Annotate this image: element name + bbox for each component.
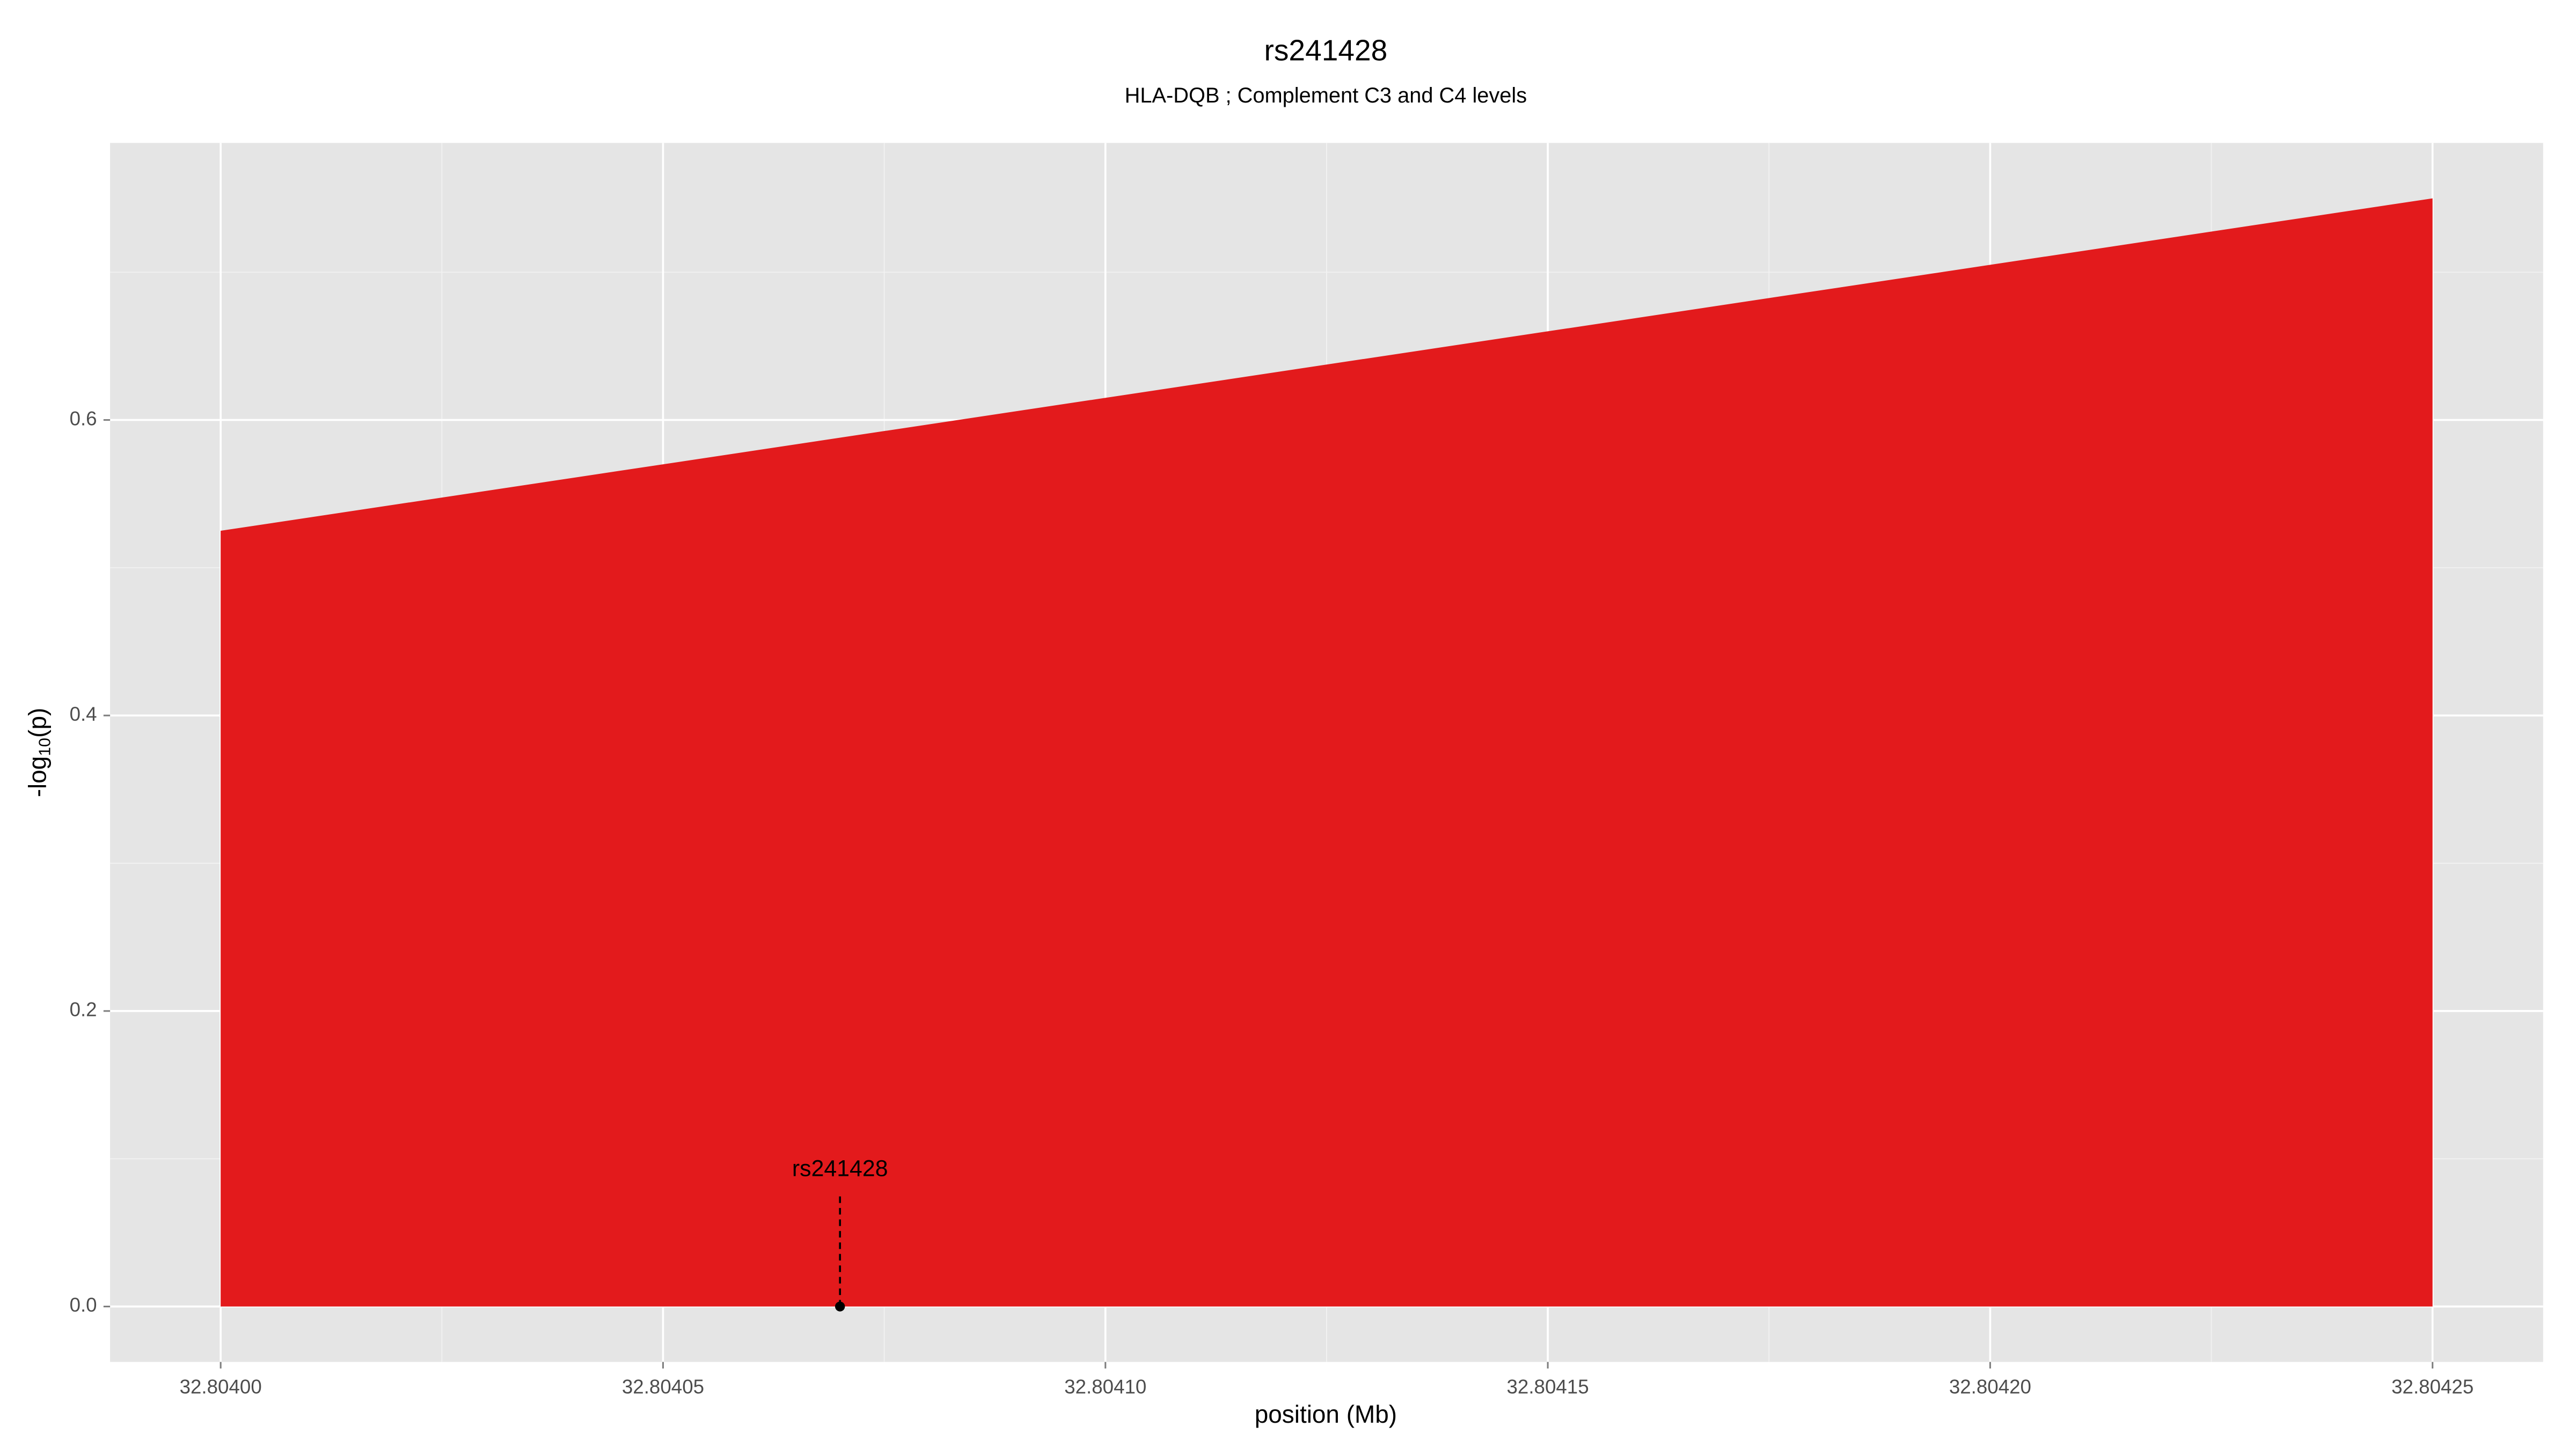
x-tick-label: 32.80410 [1064,1375,1146,1397]
area [221,198,2433,1307]
y-tick-label: 0.2 [70,999,97,1021]
y-axis-title: -log10(p) [24,708,54,797]
x-axis-title: position (Mb) [1255,1400,1397,1428]
x-tick-label: 32.80415 [1507,1375,1589,1397]
annotation-point [835,1301,845,1312]
x-tick-label: 32.80420 [1949,1375,2031,1397]
y-axis-title-part: -log [24,756,52,797]
y-tick-label: 0.0 [70,1294,97,1316]
x-tick-label: 32.80400 [180,1375,262,1397]
y-axis-title-part: (p) [24,708,52,738]
y-tick-label: 0.4 [70,703,97,725]
annotation-label: rs241428 [792,1156,888,1182]
x-tick-label: 32.80425 [2391,1375,2473,1397]
y-tick-label: 0.6 [70,407,97,429]
y-axis-title-sub: 10 [36,738,54,756]
chart-title: rs241428 [1264,34,1388,67]
x-tick-label: 32.80405 [622,1375,704,1397]
chart-subtitle: HLA-DQB ; Complement C3 and C4 levels [1125,84,1527,107]
